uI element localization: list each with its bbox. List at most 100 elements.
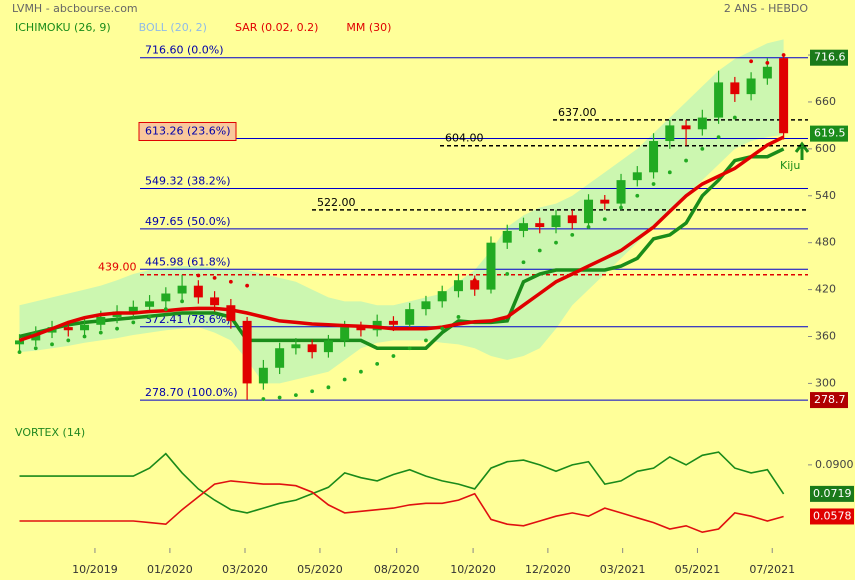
sar-dot	[228, 279, 233, 284]
page-title: LVMH - abcbourse.com	[12, 2, 138, 15]
candle-body	[779, 58, 789, 134]
sar-dot	[359, 369, 363, 374]
y-tick-label: 540	[815, 189, 836, 202]
candle-body	[502, 230, 512, 243]
x-tick-label: 05/2020	[297, 563, 343, 576]
sar-dot	[212, 275, 217, 280]
fib-label: 278.70 (100.0%)	[145, 386, 238, 399]
sar-dot	[700, 146, 705, 151]
candle-body	[437, 291, 447, 302]
sar-dot	[293, 393, 298, 398]
candle-body	[762, 66, 772, 79]
sar-dot	[570, 232, 575, 237]
x-tick-label: 10/2019	[72, 563, 118, 576]
sar-dot	[732, 115, 737, 120]
candle-body	[15, 340, 25, 345]
y-tick-label: 480	[815, 236, 836, 249]
candle-body	[275, 348, 285, 368]
sar-dot	[424, 338, 428, 343]
candle-body	[649, 141, 659, 173]
candle-body	[80, 324, 90, 331]
candle-body	[96, 316, 106, 325]
y-tick-label: 360	[815, 330, 836, 343]
kijun-line	[19, 147, 785, 350]
sar-dot	[586, 225, 591, 229]
candle-body	[567, 215, 577, 224]
level-label: 522.00	[317, 196, 356, 209]
vortex-line	[19, 451, 785, 514]
candle-body	[486, 242, 496, 290]
sar-dot	[163, 307, 168, 312]
value-tag	[810, 485, 854, 502]
candle-body	[128, 306, 138, 312]
candle-body	[600, 199, 610, 204]
sar-dot	[537, 248, 542, 253]
candle-body	[730, 82, 740, 95]
sar-dot	[50, 342, 54, 347]
legend-item: BOLL (20, 2)	[139, 21, 207, 34]
sar-dot	[505, 272, 510, 276]
candle-body	[584, 199, 594, 224]
sar-dot	[82, 334, 87, 339]
candle-body	[226, 305, 236, 321]
candle-body	[193, 285, 203, 298]
candle-body	[242, 320, 252, 384]
candle-body	[388, 320, 398, 325]
candle-body	[681, 125, 691, 130]
sar-dot	[261, 397, 266, 401]
sar-dot	[326, 385, 331, 390]
fib-label: 613.26 (23.6%)	[145, 124, 231, 137]
x-tick-label: 10/2020	[450, 563, 496, 576]
candle-body	[470, 280, 480, 290]
fib-label: 497.65 (50.0%)	[145, 215, 231, 228]
candle-body	[145, 301, 155, 307]
candle-body	[161, 293, 171, 302]
candle-body	[714, 82, 724, 118]
annotation: Kiju	[780, 159, 800, 172]
candle-body	[535, 223, 545, 228]
candle-body	[307, 344, 317, 353]
price-tag-label: 619.5	[814, 127, 846, 140]
sar-dot	[667, 170, 672, 175]
fib-label: 716.60 (0.0%)	[145, 44, 224, 57]
sar-dot	[391, 354, 396, 358]
candle-body	[632, 172, 642, 181]
legend-item: MM (30)	[346, 21, 391, 34]
price-tag	[810, 49, 848, 66]
x-tick-label: 07/2021	[749, 563, 795, 576]
moving-average	[18, 135, 785, 343]
sar-dot	[521, 260, 526, 265]
candle-body	[258, 367, 268, 384]
arrow	[794, 141, 810, 160]
candle-body	[551, 215, 561, 228]
value-tag-label: 0.0719	[813, 487, 852, 500]
sar-dot	[440, 326, 445, 331]
candle-body	[177, 285, 187, 294]
candle-body	[291, 344, 301, 349]
sar-dot	[98, 330, 103, 335]
y-tick-label: 420	[815, 283, 836, 296]
sar-dot	[17, 350, 22, 355]
sar-dot	[781, 53, 786, 57]
sar-dot	[196, 273, 201, 278]
legend-item: SAR (0.02, 0.2)	[235, 21, 318, 34]
sar-dot	[602, 217, 607, 222]
y-tick-label: 600	[815, 142, 836, 155]
candle-body	[421, 301, 431, 310]
price-tag	[810, 392, 848, 409]
candle-body	[323, 340, 333, 353]
sar-dot	[554, 240, 558, 245]
level-label: 604.00	[445, 132, 484, 145]
sar-dot	[749, 59, 753, 64]
level-label: 439.00	[98, 261, 137, 274]
price-tag-label: 716.6	[814, 51, 846, 64]
sar-dot	[765, 60, 770, 65]
candle-body	[405, 309, 415, 325]
sar-dot	[115, 326, 119, 331]
panel-title: VORTEX (14)	[15, 426, 85, 439]
candle-body	[210, 297, 220, 306]
candle-body	[453, 280, 463, 292]
candle-body	[697, 117, 707, 130]
sar-dot	[131, 320, 136, 325]
sar-dot	[375, 361, 380, 366]
